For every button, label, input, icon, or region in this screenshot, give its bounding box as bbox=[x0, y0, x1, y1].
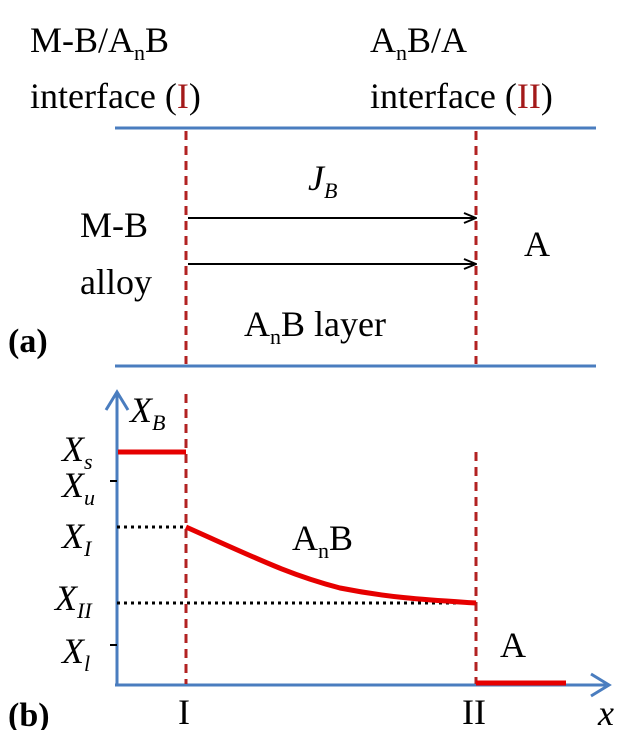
x-tick-I: I bbox=[178, 692, 190, 730]
y-tick-XI: XI bbox=[60, 516, 93, 561]
alloy-label-line2: alloy bbox=[80, 262, 152, 302]
panel-a: M-B/AnB interface (I) AnB/A interface (I… bbox=[8, 20, 596, 368]
layer-concentration-curve bbox=[184, 524, 477, 606]
y-tick-Xl: Xl bbox=[60, 631, 90, 676]
flux-label: JB bbox=[308, 158, 337, 203]
y-tick-XII: XII bbox=[53, 578, 93, 623]
interface-I-caption: interface (I) bbox=[30, 76, 201, 116]
x-tick-II: II bbox=[462, 692, 486, 730]
y-axis-label: XB bbox=[128, 390, 165, 435]
layer-label: AnB layer bbox=[244, 304, 386, 349]
x-axis-label: x bbox=[597, 693, 614, 730]
phase-label: AnB bbox=[292, 518, 353, 563]
region-A-phase-label: A bbox=[500, 625, 526, 665]
y-axis-arrowhead bbox=[104, 389, 130, 411]
panel-a-label: (a) bbox=[8, 323, 48, 360]
x-axis-arrowhead bbox=[590, 672, 612, 698]
interface-II-caption: interface (II) bbox=[370, 76, 553, 116]
alloy-label-line1: M-B bbox=[80, 205, 148, 245]
panel-b-label: (b) bbox=[8, 697, 50, 730]
panel-b: XB x Xs Xu XI XII Xl AnB A I II (b) bbox=[8, 389, 614, 730]
interface-I-title: M-B/AnB bbox=[30, 20, 169, 65]
y-tick-Xs: Xs bbox=[60, 429, 93, 474]
y-tick-Xu: Xu bbox=[60, 465, 95, 510]
interface-II-title: AnB/A bbox=[370, 20, 467, 65]
region-A-label: A bbox=[524, 224, 550, 264]
